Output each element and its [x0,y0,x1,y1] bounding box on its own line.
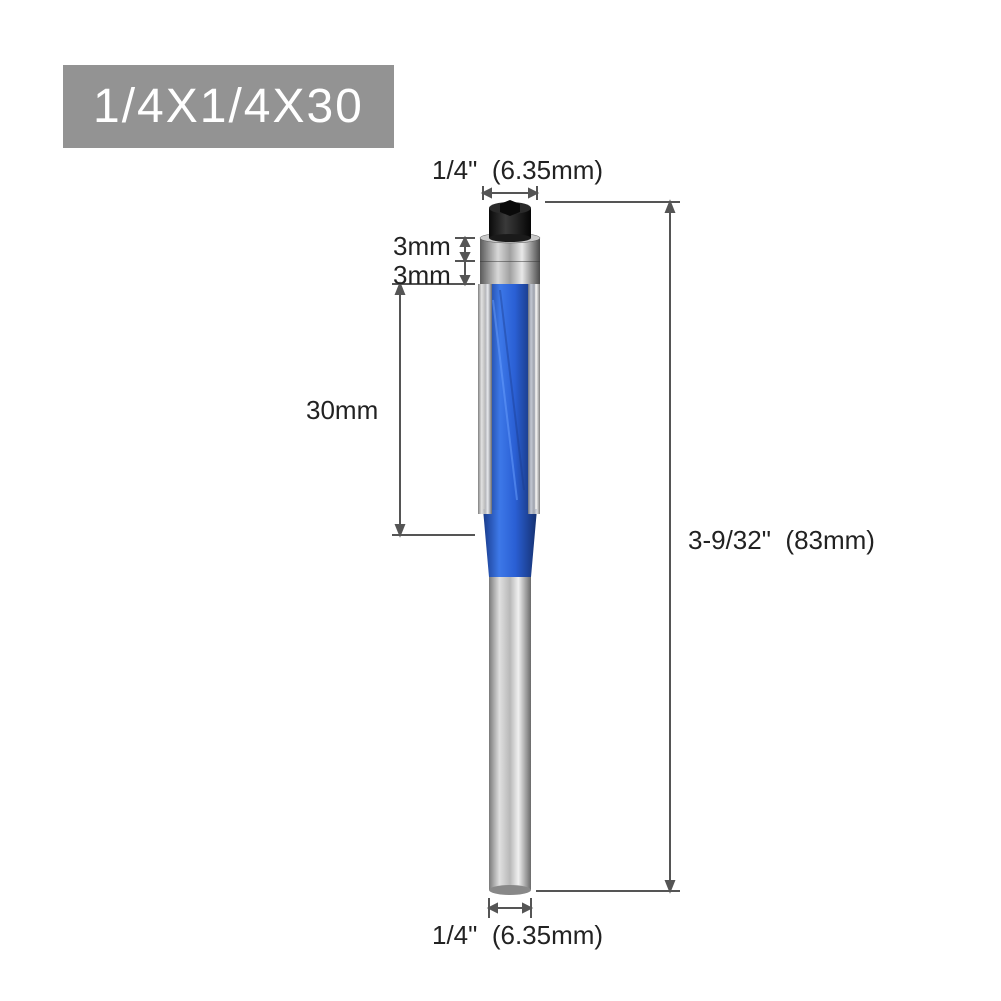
bearing-lower [480,261,540,284]
total-length-imperial: 3-9/32" [688,525,771,555]
cutting-body [485,284,535,510]
dim-bearing-upper [455,238,475,261]
taper [483,509,537,577]
dim-shank-diameter [489,898,531,918]
label-bearing-2: 3mm [393,260,451,291]
label-shank-diameter: 1/4" (6.35mm) [432,920,603,951]
shank-diameter-metric: (6.35mm) [492,920,603,950]
shank [489,577,531,890]
flute-left [478,284,492,514]
total-length-metric: (83mm) [785,525,875,555]
label-bearing-1: 3mm [393,231,451,262]
dim-cutting-length [392,284,475,535]
router-bit-illustration [0,0,1001,1001]
top-diameter-metric: (6.35mm) [492,155,603,185]
dim-top-diameter [483,186,537,200]
flute-right [528,284,540,514]
label-top-diameter: 1/4" (6.35mm) [432,155,603,186]
label-cutting-length: 30mm [306,395,378,426]
dim-bearing-lower [455,261,475,284]
label-total-length: 3-9/32" (83mm) [688,525,875,556]
dim-total-length [536,202,680,891]
top-diameter-imperial: 1/4" [432,155,477,185]
shank-diameter-imperial: 1/4" [432,920,477,950]
